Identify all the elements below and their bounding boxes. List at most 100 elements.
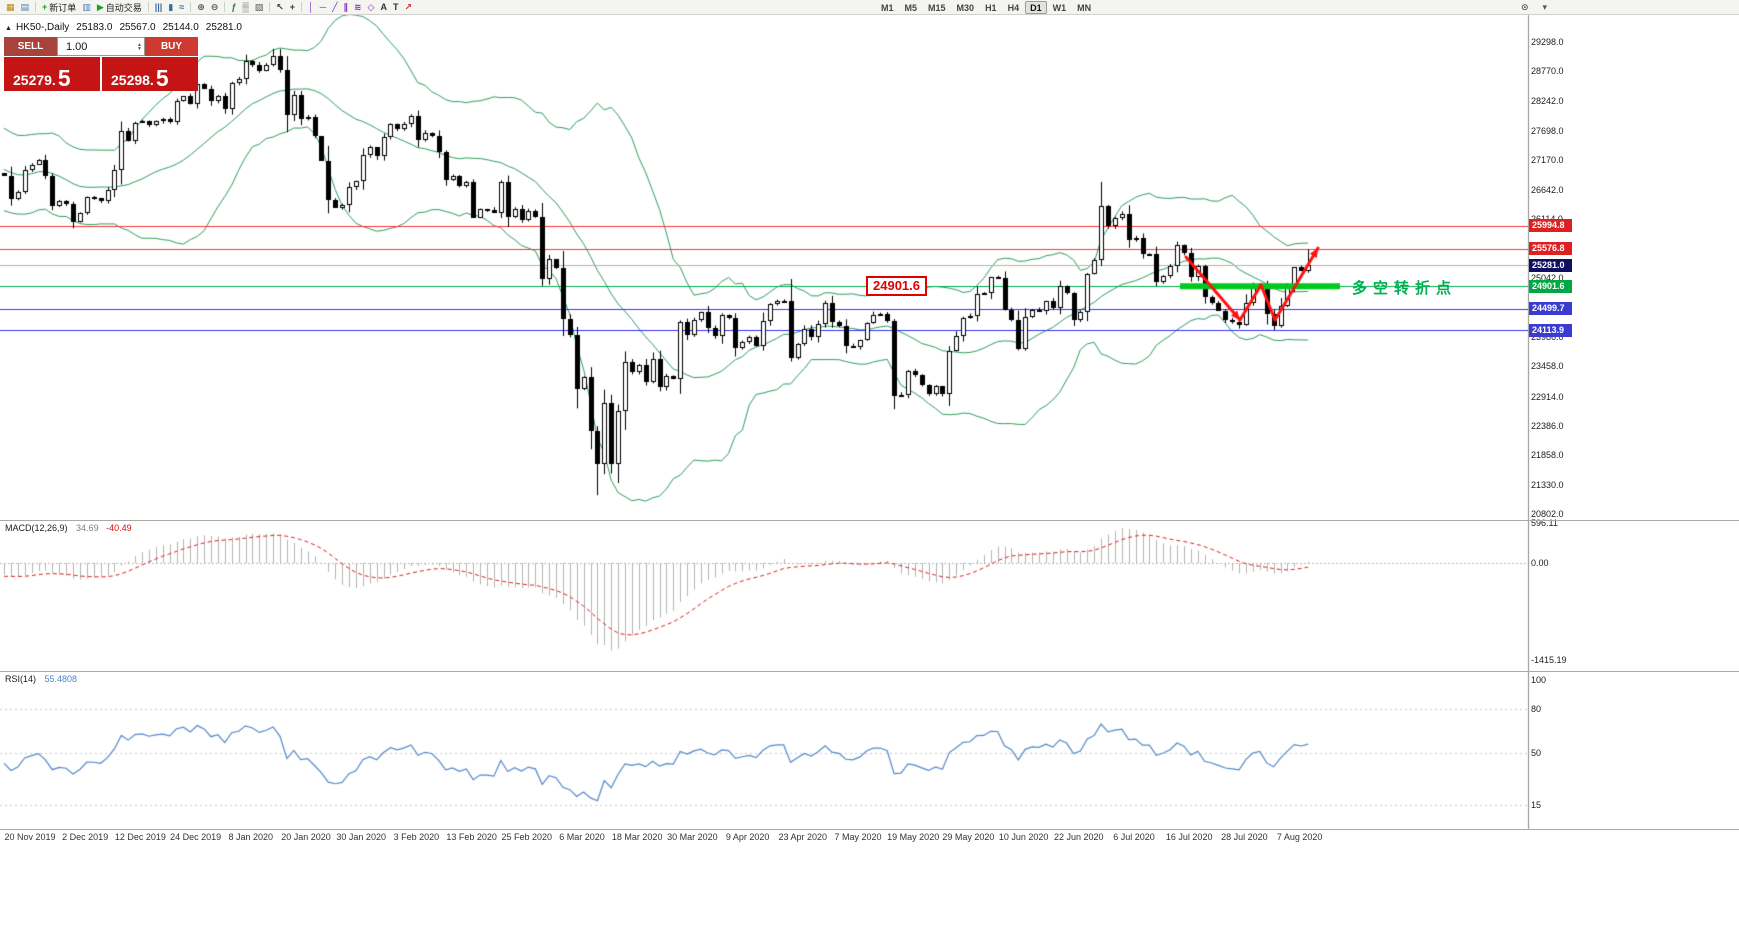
timeframe-button-h1[interactable]: H1 (985, 3, 997, 13)
price-tick: 26642.0 (1531, 184, 1564, 195)
price-tick: 27698.0 (1531, 125, 1564, 136)
rsi-axis-tick: 80 (1531, 704, 1542, 715)
rsi-axis-tick: 50 (1531, 748, 1542, 759)
date-label: 20 Nov 2019 (4, 832, 56, 842)
buy-button[interactable]: BUY (145, 37, 198, 56)
toolbar-button-chart-window[interactable]: ▥ (79, 1, 94, 14)
panel-separator-macd-rsi[interactable] (0, 671, 1739, 672)
macd-indicator-label: MACD(12,26,9) 34.69 -40.49 (5, 523, 132, 533)
date-label: 28 Jul 2020 (1221, 832, 1268, 842)
date-label: 7 May 2020 (834, 832, 882, 842)
turning-point-label[interactable]: 多空转折点 (1352, 280, 1458, 298)
timeframe-button-m5[interactable]: M5 (904, 3, 918, 13)
date-label: 8 Jan 2020 (228, 832, 274, 842)
timeframe-button-m1[interactable]: M1 (881, 3, 894, 13)
sell-button[interactable]: SELL (4, 37, 57, 56)
channel-tool-icon: ∥ (343, 1, 349, 12)
toolbar-button-zoom-in[interactable]: ⊕ (194, 1, 208, 14)
date-label: 7 Aug 2020 (1276, 832, 1323, 842)
one-click-collapse-icon[interactable]: ▲ (5, 25, 12, 32)
toolbar-button-bar-chart-mode[interactable]: ||| (152, 1, 166, 14)
toolbar-button-search[interactable]: ⊙ (1518, 1, 1532, 14)
toolbar-button-crosshair-tool[interactable]: + (287, 1, 298, 14)
timeframe-button-m15[interactable]: M15 (928, 3, 946, 13)
price-tick: 22386.0 (1531, 421, 1564, 431)
timeframe-button-w1[interactable]: W1 (1052, 3, 1067, 13)
templates-icon: ▧ (254, 1, 264, 12)
date-label: 20 Jan 2020 (281, 832, 331, 842)
high-value: 25567.0 (119, 22, 156, 33)
new-chart-icon: ▦ (6, 1, 15, 12)
sell-price[interactable]: 25279. 5 (4, 57, 100, 91)
date-label: 13 Feb 2020 (446, 832, 497, 842)
macd-axis-tick: 596.11 (1531, 518, 1558, 528)
new-order-label: 新订单 (49, 2, 77, 13)
toolbar-separator (147, 2, 149, 12)
rsi-axis-tick: 15 (1531, 799, 1542, 810)
toolbar-button-trendline-tool[interactable]: ╱ (329, 1, 340, 14)
close-value: 25281.0 (205, 22, 242, 33)
timeframe-button-d1[interactable]: D1 (1025, 1, 1047, 14)
toolbar-button-text-tool[interactable]: A (377, 1, 390, 14)
panel-separator-rsi-time[interactable] (0, 829, 1739, 830)
toolbar: ▦ ▤ + 新订单 ▥ ▶ 自动交易 ||| ▮ ≈ ⊕ ⊖ ƒ ▒ ▧ ↖ + │ ─ ╱ ∥ ≋ ◇ A T ↗ M1 M5 M15… (0, 0, 1739, 15)
toolbar-separator (224, 2, 226, 12)
volume-down-icon[interactable]: ▼ (137, 45, 142, 52)
macd-axis-tick: 0.00 (1531, 558, 1549, 568)
macd-label-text: MACD(12,26,9) (5, 523, 68, 533)
sell-price-main: 25279. (13, 72, 56, 88)
indicators-list-icon: ƒ (231, 1, 237, 12)
volume-input[interactable]: 1.00 ▲ ▼ (57, 37, 145, 56)
auto-trading-icon: ▶ (96, 1, 104, 12)
horizontal-line-tool-icon: ─ (319, 1, 327, 12)
price-tick: 22914.0 (1531, 391, 1564, 402)
date-label: 18 Mar 2020 (611, 832, 663, 842)
toolbar-button-chart-profiles[interactable]: ▤ (18, 1, 33, 14)
toolbar-button-vertical-line-tool[interactable]: │ (305, 1, 317, 14)
price-axis[interactable] (1528, 15, 1739, 829)
macd-signal-value: -40.49 (106, 523, 132, 533)
timeframe-button-mn[interactable]: MN (1077, 3, 1092, 13)
toolbar-button-cursor-tool[interactable]: ↖ (273, 1, 287, 14)
buy-price-pip: 5 (155, 65, 169, 91)
toolbar-button-indicators-list[interactable]: ƒ (228, 1, 239, 14)
date-label: 16 Jul 2020 (1165, 832, 1213, 842)
toolbar-button-arrow-object-tool[interactable]: ↗ (401, 1, 415, 14)
toolbar-button-shapes-tool[interactable]: ◇ (365, 1, 378, 14)
rsi-value: 55.4808 (44, 674, 78, 684)
toolbar-button-templates[interactable]: ▧ (252, 1, 267, 14)
shapes-tool-icon: ◇ (367, 1, 375, 12)
date-label: 19 May 2020 (887, 832, 940, 842)
toolbar-button-auto-trading[interactable]: ▶ 自动交易 (94, 1, 145, 14)
toolbar-button-time-periods[interactable]: ▒ (239, 1, 251, 14)
price-flag-label[interactable]: 24901.6 (866, 276, 927, 297)
macd-axis-tick: -1415.19 (1531, 655, 1567, 665)
panel-separator-main-macd[interactable] (0, 520, 1739, 521)
date-label: 24 Dec 2019 (170, 832, 222, 842)
price-tag-25576.8: 25576.8 (1529, 242, 1572, 256)
buy-price[interactable]: 25298. 5 (102, 57, 198, 91)
volume-up-icon[interactable]: ▲ (137, 41, 142, 48)
toolbar-button-label-tool[interactable]: T (390, 1, 402, 14)
label-tool-icon: T (392, 1, 399, 12)
toolbar-button-horizontal-line-tool[interactable]: ─ (317, 1, 329, 14)
price-tick: 21330.0 (1531, 479, 1564, 490)
toolbar-button-zoom-out[interactable]: ⊖ (208, 1, 222, 14)
toolbar-button-candle-chart-mode[interactable]: ▮ (165, 1, 176, 14)
sell-price-pip: 5 (57, 65, 71, 91)
toolbar-button-line-chart-mode[interactable]: ≈ (176, 1, 187, 14)
toolbar-button-channel-tool[interactable]: ∥ (341, 1, 352, 14)
fibonacci-tool-icon: ≋ (354, 1, 362, 12)
chart-profiles-icon: ▤ (20, 1, 30, 12)
toolbar-button-fibonacci-tool[interactable]: ≋ (351, 1, 365, 14)
toolbar-button-new-chart[interactable]: ▦ (3, 1, 18, 14)
timeframe-button-m30[interactable]: M30 (956, 3, 975, 13)
toolbar-separator (301, 2, 303, 12)
arrow-object-tool-icon: ↗ (404, 1, 413, 12)
time-axis[interactable] (0, 830, 1528, 848)
timeframe-button-h4[interactable]: H4 (1007, 3, 1020, 13)
toolbar-button-toolbar-options[interactable]: ▾ (1540, 1, 1551, 14)
toolbar-button-new-order[interactable]: + 新订单 (39, 1, 79, 14)
